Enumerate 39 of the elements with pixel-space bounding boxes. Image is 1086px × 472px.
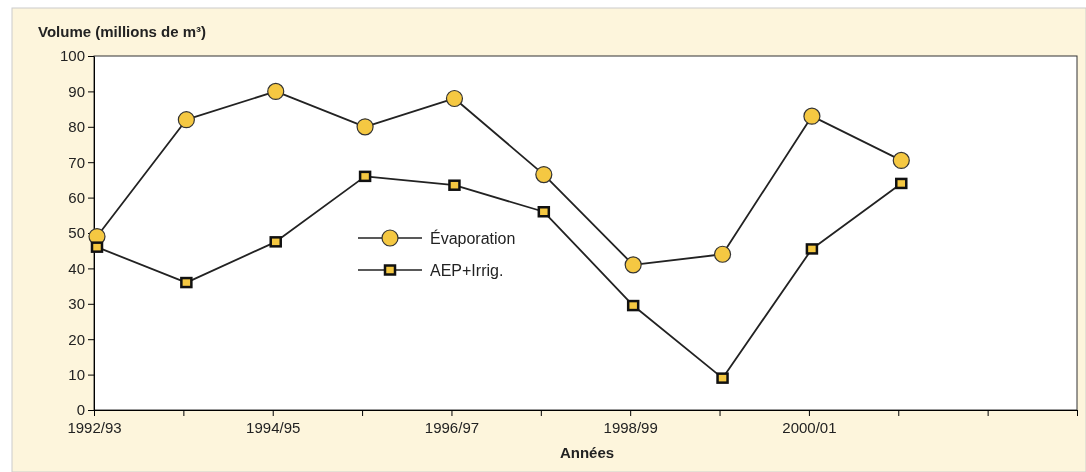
y-tick-label: 90: [68, 82, 85, 100]
legend-label: Évaporation: [430, 229, 516, 247]
point: [895, 177, 908, 190]
point: [803, 107, 821, 125]
point: [626, 299, 640, 312]
x-tick-label: 1996/97: [424, 418, 480, 436]
point: [269, 236, 282, 248]
y-tick-label: 100: [59, 47, 85, 65]
x-tick-label: 2000/01: [782, 418, 837, 436]
point: [177, 111, 195, 129]
x-tick-label: 1998/99: [603, 418, 658, 436]
point: [448, 179, 461, 191]
x-tick-label: 1994/95: [246, 418, 301, 436]
y-tick-label: 30: [68, 295, 85, 313]
point: [713, 245, 732, 263]
point: [892, 151, 910, 170]
y-tick-label: 80: [68, 118, 85, 136]
y-tick-label: 50: [68, 224, 85, 242]
y-tick-label: 0: [76, 401, 85, 419]
point: [90, 241, 104, 253]
y-axis-title: Volume (millions de m³): [38, 23, 207, 40]
x-tick-label: 1992/93: [67, 418, 122, 436]
point: [716, 372, 729, 384]
point: [537, 206, 551, 218]
point: [624, 256, 642, 274]
y-tick-label: 20: [68, 330, 85, 348]
point: [180, 276, 193, 289]
point: [445, 89, 464, 108]
y-tick-label: 10: [68, 365, 85, 383]
legend-label: AEP+Irrig.: [430, 262, 504, 279]
point: [535, 165, 553, 184]
point: [805, 243, 819, 255]
y-tick-label: 60: [68, 188, 85, 206]
point: [267, 82, 285, 100]
point: [358, 170, 372, 183]
y-tick-label: 40: [68, 259, 85, 277]
point: [356, 118, 374, 136]
y-tick-label: 70: [68, 153, 85, 171]
x-axis-title: Années: [559, 444, 615, 461]
